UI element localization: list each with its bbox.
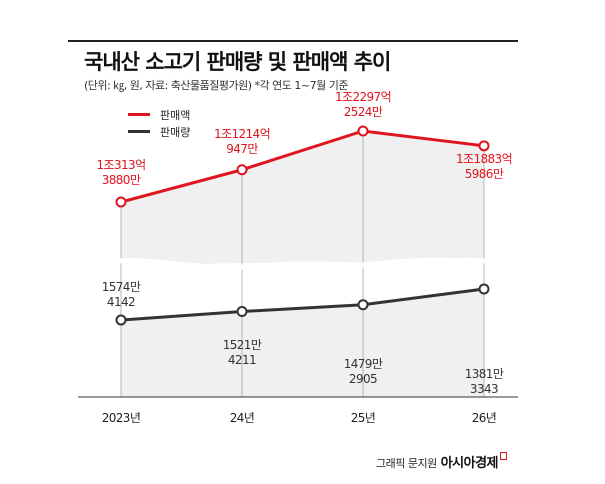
legend-swatch-sales-volume — [128, 130, 150, 133]
data-label-sales-volume-3-line1: 3343 — [470, 382, 498, 396]
credit: 그래픽 문지원 아시아경제 — [376, 452, 508, 471]
point-sales-volume-1 — [236, 305, 248, 317]
data-label-sales-amount-1-line0: 1조1214억 — [214, 127, 270, 141]
x-tick-label-0: 2023년 — [102, 411, 141, 425]
x-tick-label-2: 25년 — [351, 411, 376, 425]
data-label-sales-volume-3-line0: 1381만 — [465, 367, 504, 381]
data-label-sales-volume-1-line1: 4211 — [228, 353, 256, 367]
point-sales-amount-2 — [357, 125, 369, 137]
data-label-sales-amount-1-line1: 947만 — [226, 142, 258, 156]
data-label-sales-volume-2-line1: 2905 — [349, 372, 377, 386]
title-rule — [68, 40, 518, 42]
legend: 판매액 판매량 — [128, 106, 190, 140]
legend-item-sales-amount: 판매액 — [128, 106, 190, 123]
legend-label-sales-volume: 판매량 — [160, 125, 191, 139]
legend-swatch-sales-amount — [128, 113, 150, 116]
chart-subtitle: (단위: ㎏, 원, 자료: 축산물품질평가원) *각 연도 1~7월 기준 — [84, 79, 348, 92]
credit-text: 그래픽 문지원 — [376, 457, 437, 470]
x-tick-label-3: 26년 — [472, 411, 497, 425]
area-sales-amount — [121, 131, 484, 265]
area-sales-volume — [121, 289, 484, 397]
data-label-sales-amount-2-line1: 2524만 — [344, 105, 383, 119]
point-sales-volume-0 — [115, 314, 127, 326]
axis-break — [105, 257, 501, 270]
point-sales-volume-2 — [357, 299, 369, 311]
data-label-sales-volume-0-line1: 4142 — [107, 295, 135, 309]
data-label-sales-amount-3-line0: 1조1883억 — [456, 152, 512, 166]
data-label-sales-amount-0-line0: 1조313억 — [96, 158, 145, 172]
data-label-sales-amount-2-line0: 1조2297억 — [335, 90, 391, 104]
legend-label-sales-amount: 판매액 — [160, 108, 191, 122]
data-label-sales-amount-0-line1: 3880만 — [102, 173, 141, 187]
legend-item-sales-volume: 판매량 — [128, 123, 190, 140]
series-line-sales-amount — [120, 129, 485, 204]
x-tick-label-1: 24년 — [230, 411, 255, 425]
series-line-sales-volume — [120, 287, 485, 322]
brand-logo: 아시아경제 — [440, 456, 499, 471]
point-sales-amount-3 — [478, 140, 490, 152]
point-sales-amount-1 — [236, 164, 248, 176]
chart-title: 국내산 소고기 판매량 및 판매액 추이 — [84, 50, 391, 74]
point-sales-amount-0 — [115, 196, 127, 208]
data-label-sales-volume-2-line0: 1479만 — [344, 357, 383, 371]
data-label-sales-volume-1-line0: 1521만 — [223, 338, 262, 352]
point-sales-volume-3 — [478, 283, 490, 295]
data-label-sales-amount-3-line1: 5986만 — [465, 167, 504, 181]
brand-mark-icon — [500, 452, 508, 460]
data-label-sales-volume-0-line0: 1574만 — [102, 280, 141, 294]
